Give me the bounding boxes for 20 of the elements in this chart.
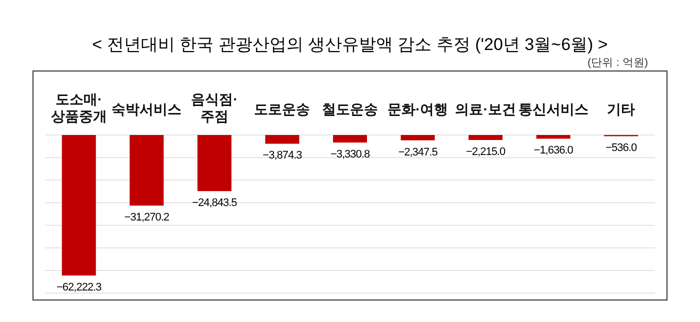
x-tick-label: 도로운송 [254, 101, 310, 117]
data-label: −31,270.2 [124, 212, 170, 224]
x-tick-label: 숙박서비스 [112, 101, 182, 117]
x-tick-label: 기타 [607, 101, 636, 117]
x-tick-label: 문화·여행 [387, 101, 448, 117]
x-tick-label: 의료·보건 [455, 101, 516, 117]
x-tick-label: 도소매· 상품중개 [50, 91, 107, 124]
data-label: −62,222.3 [56, 282, 102, 294]
data-label: −536.0 [606, 142, 637, 154]
data-label: −1,636.0 [534, 144, 574, 157]
x-tick-label: 음식점· 주점 [191, 91, 238, 124]
data-label: −2,347.5 [398, 146, 438, 158]
chart-title: < 전년대비 한국 관광산업의 생산유발액 감소 추정 ('20년 3월~6월) > [92, 35, 608, 54]
x-tick-label: 철도운송 [322, 101, 378, 117]
data-label: −3,874.3 [262, 150, 302, 162]
data-label: −2,215.0 [466, 146, 506, 158]
chart-subtitle: (단위 : 억원) [588, 57, 648, 69]
x-tick-label: 통신서비스 [518, 101, 588, 117]
data-label: −3,330.8 [330, 148, 370, 161]
data-label: −24,843.5 [192, 197, 238, 210]
